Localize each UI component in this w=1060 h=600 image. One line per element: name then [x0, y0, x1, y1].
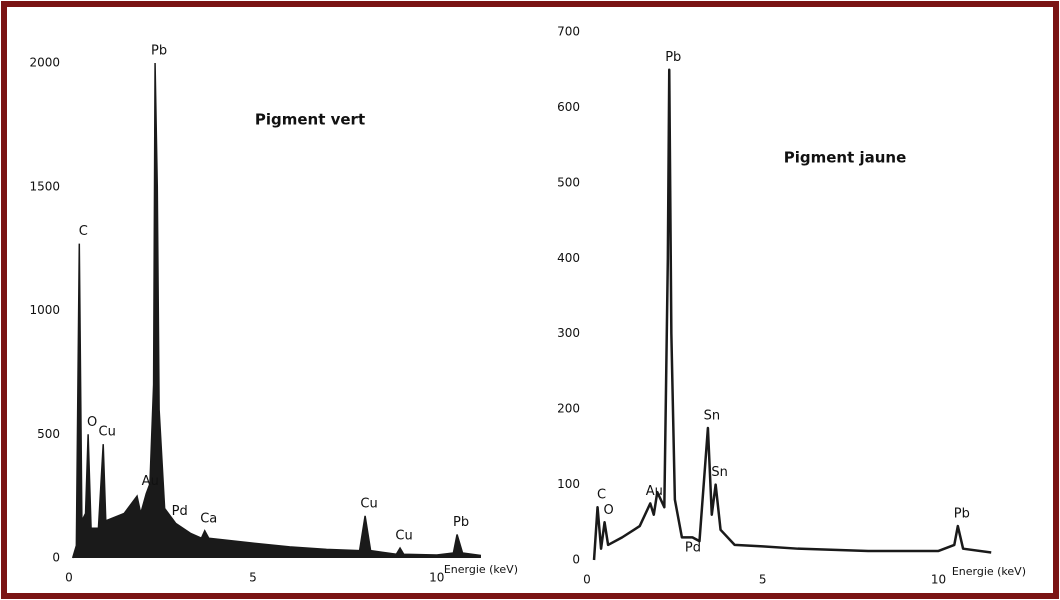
peak-label: Pb	[151, 44, 167, 59]
x-tick-label: 0	[583, 573, 591, 587]
peak-label: Cu	[99, 425, 116, 440]
spectrum-line	[592, 68, 992, 561]
peak-label: Sn	[711, 465, 728, 480]
peak-label: Ca	[200, 511, 217, 526]
y-tick-label: 1500	[29, 179, 60, 193]
chart-title: Pigment vert	[255, 111, 365, 129]
peak-label: Pd	[685, 541, 701, 556]
peak-label: Pb	[665, 50, 681, 65]
y-tick-label: 1000	[29, 303, 60, 317]
peak-label: Au	[646, 484, 663, 499]
area-fill	[72, 63, 481, 558]
y-tick-label: 100	[557, 477, 580, 491]
chart-title: Pigment jaune	[784, 149, 907, 167]
peak-label: C	[597, 488, 606, 503]
y-tick-label: 400	[557, 251, 580, 265]
x-axis-label: Energie (keV)	[444, 563, 518, 576]
x-tick-label: 10	[429, 571, 444, 585]
y-tick-label: 600	[557, 100, 580, 114]
y-tick-label: 200	[557, 402, 580, 416]
peak-label: Pd	[172, 504, 188, 519]
x-axis-label: Energie (keV)	[952, 565, 1026, 578]
peak-label: Sn	[704, 409, 721, 424]
y-tick-label: 300	[557, 326, 580, 340]
x-tick-label: 5	[249, 571, 257, 585]
peak-label: O	[603, 503, 613, 518]
peak-label: Pb	[453, 515, 469, 530]
x-tick-label: 10	[931, 573, 946, 587]
peak-label: Cu	[360, 496, 377, 511]
peak-label: Au	[142, 474, 159, 489]
spectrum-line	[71, 62, 482, 559]
peak-label: O	[87, 415, 97, 430]
peak-label: C	[79, 224, 88, 239]
y-tick-label: 500	[37, 427, 60, 441]
x-tick-label: 0	[65, 571, 73, 585]
y-tick-label: 500	[557, 175, 580, 189]
y-tick-label: 2000	[29, 56, 60, 70]
x-tick-label: 5	[759, 573, 767, 587]
y-tick-label: 700	[557, 25, 580, 39]
peak-label: Pb	[954, 507, 970, 522]
y-tick-label: 0	[572, 553, 580, 567]
y-tick-label: 0	[52, 551, 60, 565]
peak-label: Cu	[395, 529, 412, 544]
